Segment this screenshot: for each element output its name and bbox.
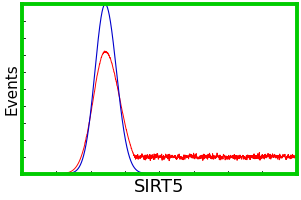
X-axis label: SIRT5: SIRT5: [134, 178, 185, 196]
Y-axis label: Events: Events: [4, 63, 19, 115]
